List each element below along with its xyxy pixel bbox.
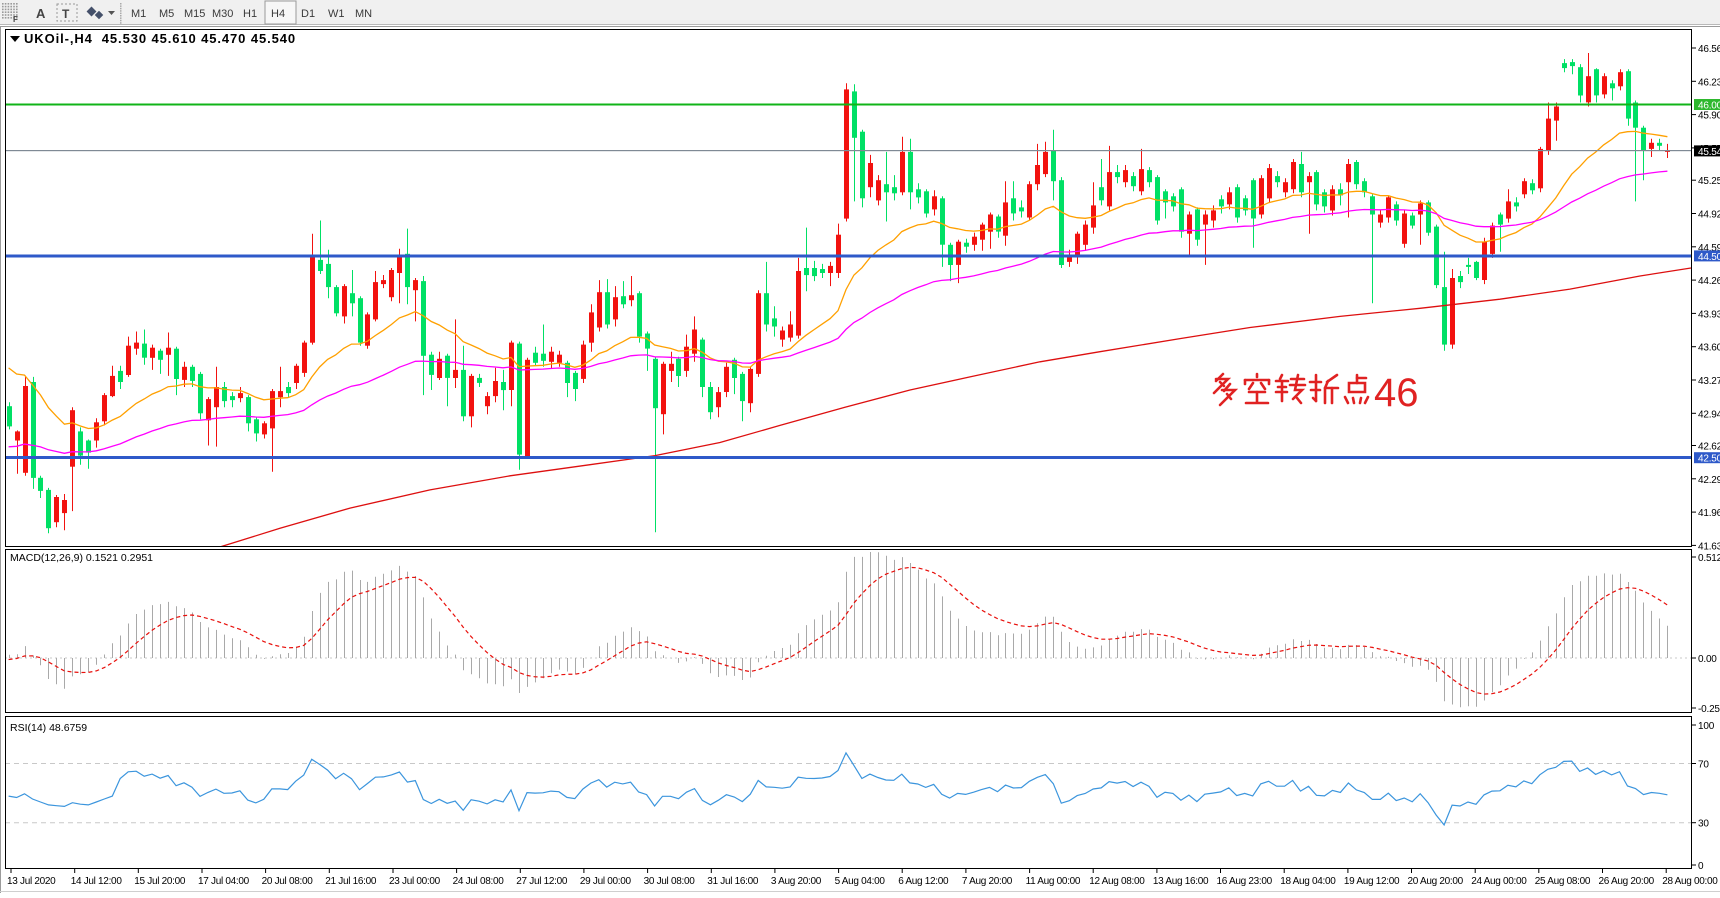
svg-text:42.94: 42.94 (1698, 409, 1720, 420)
svg-text:MN: MN (355, 8, 372, 20)
svg-text:H1: H1 (243, 8, 257, 20)
svg-text:46.23: 46.23 (1698, 77, 1720, 88)
svg-text:12 Aug 08:00: 12 Aug 08:00 (1089, 876, 1145, 887)
svg-text:46.56: 46.56 (1698, 44, 1720, 55)
svg-text:0.00: 0.00 (1698, 654, 1717, 665)
svg-text:W1: W1 (328, 8, 345, 20)
svg-text:16 Aug 23:00: 16 Aug 23:00 (1217, 876, 1273, 887)
svg-text:42.62: 42.62 (1698, 442, 1720, 453)
svg-text:44.92: 44.92 (1698, 210, 1720, 221)
svg-text:13 Jul 2020: 13 Jul 2020 (7, 876, 56, 887)
svg-text:7 Aug 20:00: 7 Aug 20:00 (962, 876, 1013, 887)
svg-text:M30: M30 (212, 8, 233, 20)
svg-text:MACD(12,26,9) 0.1521 0.2951: MACD(12,26,9) 0.1521 0.2951 (10, 552, 153, 564)
svg-text:24 Jul 08:00: 24 Jul 08:00 (453, 876, 505, 887)
svg-text:20 Aug 20:00: 20 Aug 20:00 (1408, 876, 1464, 887)
svg-text:42.29: 42.29 (1698, 475, 1720, 486)
svg-text:43.60: 43.60 (1698, 343, 1720, 354)
svg-text:30 Jul 08:00: 30 Jul 08:00 (644, 876, 696, 887)
svg-text:45.25: 45.25 (1698, 176, 1720, 187)
svg-text:30: 30 (1698, 819, 1709, 830)
svg-text:21 Jul 16:00: 21 Jul 16:00 (325, 876, 377, 887)
svg-text:44.26: 44.26 (1698, 276, 1720, 287)
svg-text:42.50: 42.50 (1698, 454, 1720, 465)
svg-text:D1: D1 (301, 8, 315, 20)
svg-text:45.54: 45.54 (1698, 147, 1720, 158)
svg-text:M15: M15 (184, 8, 205, 20)
svg-text:28 Aug 00:00: 28 Aug 00:00 (1662, 876, 1718, 887)
svg-text:A: A (36, 6, 46, 21)
svg-text:46: 46 (1374, 371, 1419, 415)
svg-text:RSI(14) 48.6759: RSI(14) 48.6759 (10, 722, 87, 734)
svg-text:11 Aug 00:00: 11 Aug 00:00 (1026, 876, 1081, 887)
svg-text:H4: H4 (271, 8, 285, 20)
svg-text:5 Aug 04:00: 5 Aug 04:00 (835, 876, 886, 887)
svg-text:M1: M1 (131, 8, 146, 20)
svg-text:46.00: 46.00 (1698, 101, 1720, 112)
svg-text:14 Jul 12:00: 14 Jul 12:00 (71, 876, 123, 887)
svg-text:27 Jul 12:00: 27 Jul 12:00 (516, 876, 568, 887)
svg-text:F: F (13, 15, 18, 24)
svg-text:T: T (62, 7, 70, 21)
svg-text:41.63: 41.63 (1698, 541, 1720, 552)
svg-text:20 Jul 08:00: 20 Jul 08:00 (262, 876, 314, 887)
svg-text:17 Jul 04:00: 17 Jul 04:00 (198, 876, 250, 887)
svg-text:29 Jul 00:00: 29 Jul 00:00 (580, 876, 632, 887)
svg-text:26 Aug 20:00: 26 Aug 20:00 (1599, 876, 1655, 887)
svg-text:18 Aug 04:00: 18 Aug 04:00 (1280, 876, 1336, 887)
svg-text:19 Aug 12:00: 19 Aug 12:00 (1344, 876, 1400, 887)
svg-text:43.27: 43.27 (1698, 376, 1720, 387)
svg-text:23 Jul 00:00: 23 Jul 00:00 (389, 876, 441, 887)
svg-text:UKOil-,H4 45.530 45.610 45.47: UKOil-,H4 45.530 45.610 45.470 45.540 (24, 31, 296, 46)
svg-text:31 Jul 16:00: 31 Jul 16:00 (707, 876, 759, 887)
svg-text:24 Aug 00:00: 24 Aug 00:00 (1471, 876, 1527, 887)
svg-text:M5: M5 (159, 8, 174, 20)
svg-text:-0.2573: -0.2573 (1698, 704, 1720, 715)
svg-text:70: 70 (1698, 760, 1709, 771)
svg-text:13 Aug 16:00: 13 Aug 16:00 (1153, 876, 1209, 887)
svg-text:44.50: 44.50 (1698, 252, 1720, 263)
svg-text:41.96: 41.96 (1698, 508, 1720, 519)
svg-text:43.93: 43.93 (1698, 309, 1720, 320)
svg-text:45.90: 45.90 (1698, 111, 1720, 122)
svg-text:0.5123: 0.5123 (1698, 553, 1720, 564)
svg-text:25 Aug 08:00: 25 Aug 08:00 (1535, 876, 1591, 887)
svg-text:0: 0 (1698, 861, 1704, 872)
svg-text:100: 100 (1698, 721, 1715, 732)
svg-text:6 Aug 12:00: 6 Aug 12:00 (898, 876, 949, 887)
svg-text:3 Aug 20:00: 3 Aug 20:00 (771, 876, 822, 887)
svg-text:44.59: 44.59 (1698, 243, 1720, 254)
svg-text:15 Jul 20:00: 15 Jul 20:00 (134, 876, 186, 887)
